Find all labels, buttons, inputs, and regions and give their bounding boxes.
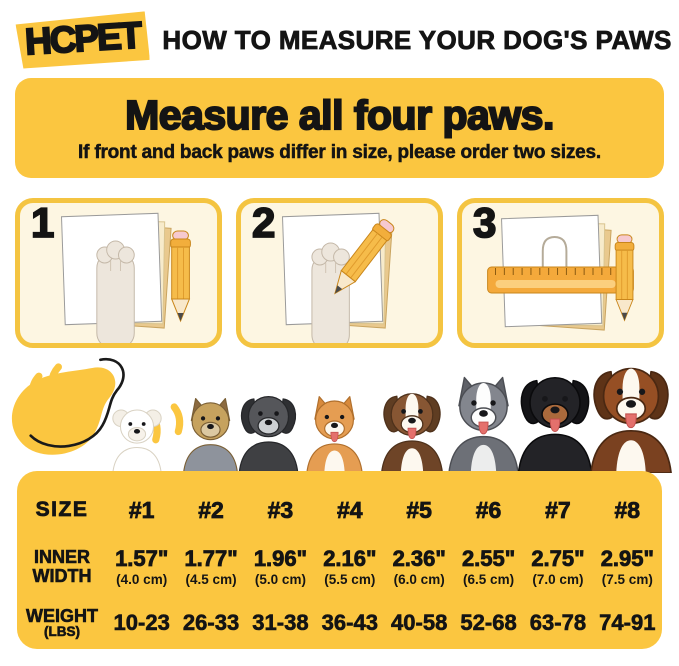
step-number: 2 <box>251 199 276 247</box>
size-column-5: #5 2.36" (6.0 cm) 40-58 <box>385 471 454 649</box>
size-column-1: #1 1.57" (4.0 cm) 10-23 <box>107 471 176 649</box>
size-column-4: #4 2.16" (5.5 cm) 36-43 <box>315 471 384 649</box>
weight-value: 40-58 <box>391 609 448 635</box>
size-value: #5 <box>406 496 432 523</box>
row-label-inner-width: INNER WIDTH <box>32 546 92 586</box>
step-number: 1 <box>30 199 55 247</box>
size-value: #6 <box>475 496 502 523</box>
swoosh-decoration-icon <box>11 357 184 455</box>
size-column-8: #8 2.95" (7.5 cm) 74-91 <box>593 471 662 649</box>
banner-title: Measure all four paws. <box>124 91 555 139</box>
weight-value: 63-78 <box>529 609 587 635</box>
header: HCPET HOW TO MEASURE YOUR DOG'S PAWS <box>0 0 679 70</box>
size-value: #4 <box>337 496 363 523</box>
row-label-weight: WEIGHT (LBS) <box>26 606 99 640</box>
dog-photo-miniature-schnauzer <box>230 388 307 478</box>
weight-value: 36-43 <box>321 609 378 635</box>
inner-width-value: 1.96" (5.0 cm) <box>253 545 308 587</box>
size-column-3: #3 1.96" (5.0 cm) 31-38 <box>246 471 315 649</box>
inner-width-value: 2.55" (6.5 cm) <box>461 545 516 587</box>
dog-photo-saint-bernard <box>578 357 679 478</box>
steps-row: 1 2 <box>15 198 664 348</box>
step-panel-3: 3 <box>457 198 664 348</box>
dog-photo-bichon-frise <box>105 403 169 478</box>
dogs-row <box>0 348 679 474</box>
dog-photo-alaskan-malamute <box>438 373 529 478</box>
size-chart-labels: SIZE INNER WIDTH WEIGHT (LBS) <box>17 471 107 649</box>
size-value: #1 <box>128 496 155 523</box>
size-column-6: #6 2.55" (6.5 cm) 52-68 <box>454 471 523 649</box>
size-column-2: #2 1.77" (4.5 cm) 26-33 <box>176 471 245 649</box>
tracing-paw-icon <box>282 212 395 343</box>
inner-width-value: 2.95" (7.5 cm) <box>600 545 654 587</box>
step-number: 3 <box>472 199 497 247</box>
weight-value: 74-91 <box>599 609 656 635</box>
row-label-size: SIZE <box>35 498 89 522</box>
size-value: #2 <box>198 496 224 523</box>
size-value: #3 <box>267 496 294 523</box>
size-value: #7 <box>545 496 571 523</box>
size-chart: SIZE INNER WIDTH WEIGHT (LBS) #1 1.57" (4.… <box>17 471 662 649</box>
size-value: #8 <box>614 496 641 523</box>
weight-value: 10-23 <box>113 609 170 635</box>
weight-value: 26-33 <box>182 609 240 635</box>
inner-width-value: 1.57" (4.0 cm) <box>115 545 169 587</box>
dog-photo-yorkshire-terrier <box>175 395 246 478</box>
ruler-measuring-icon <box>487 214 635 331</box>
inner-width-value: 2.36" (6.0 cm) <box>392 545 446 587</box>
dog-photo-rottweiler <box>507 367 603 478</box>
weight-value: 31-38 <box>252 609 309 635</box>
size-column-7: #7 2.75" (7.0 cm) 63-78 <box>523 471 592 649</box>
step-panel-1: 1 <box>15 198 222 348</box>
page-title: HOW TO MEASURE YOUR DOG'S PAWS <box>162 24 672 55</box>
brand-logo-text: HCPET <box>23 14 142 63</box>
inner-width-value: 2.75" (7.0 cm) <box>531 545 585 587</box>
weight-value: 52-68 <box>460 609 517 635</box>
step-panel-2: 2 <box>236 198 443 348</box>
dog-photo-shiba-inu <box>298 393 371 478</box>
measure-banner: Measure all four paws. If front and back… <box>15 78 664 178</box>
dog-photo-australian-shepherd <box>372 385 452 478</box>
inner-width-value: 1.77" (4.5 cm) <box>184 545 238 587</box>
banner-subtitle: If front and back paws differ in size, p… <box>78 142 602 164</box>
brand-logo: HCPET <box>15 11 150 68</box>
inner-width-value: 2.16" (5.5 cm) <box>323 545 377 587</box>
paw-on-paper-icon <box>61 212 191 343</box>
